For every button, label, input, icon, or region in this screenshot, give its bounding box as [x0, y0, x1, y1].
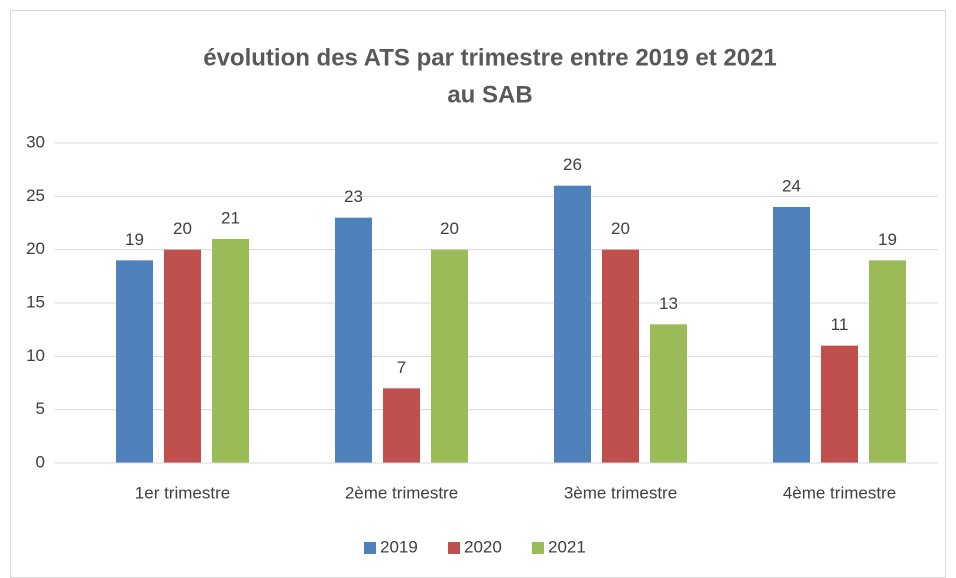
- data-label: 7: [397, 358, 406, 377]
- data-label: 23: [344, 187, 363, 206]
- bar: [335, 217, 372, 463]
- data-label: 13: [659, 294, 678, 313]
- y-tick-label: 5: [36, 399, 45, 418]
- y-tick-label: 20: [26, 239, 45, 258]
- chart-title: au SAB: [447, 81, 532, 108]
- bar: [821, 345, 858, 463]
- x-tick-label: 1er trimestre: [135, 483, 230, 502]
- chart-title: évolution des ATS par trimestre entre 20…: [203, 44, 777, 71]
- x-tick-label: 2ème trimestre: [345, 483, 458, 502]
- bar: [602, 249, 639, 463]
- x-tick-label: 3ème trimestre: [564, 483, 677, 502]
- y-tick-label: 30: [26, 132, 45, 151]
- legend-label: 2020: [464, 537, 502, 556]
- legend-label: 2019: [380, 537, 418, 556]
- bar: [431, 249, 468, 463]
- legend-label: 2021: [548, 537, 586, 556]
- bar: [212, 239, 249, 463]
- legend-swatch: [448, 542, 460, 554]
- data-label: 19: [125, 230, 144, 249]
- bar: [869, 260, 906, 463]
- bar: [773, 207, 810, 463]
- bar: [164, 249, 201, 463]
- data-label: 19: [878, 230, 897, 249]
- legend-swatch: [532, 542, 544, 554]
- data-label: 21: [221, 208, 240, 227]
- data-label: 20: [611, 219, 630, 238]
- legend-swatch: [364, 542, 376, 554]
- y-tick-label: 0: [36, 452, 45, 471]
- bar: [116, 260, 153, 463]
- bar: [383, 388, 420, 463]
- x-tick-label: 4ème trimestre: [783, 483, 896, 502]
- y-tick-label: 15: [26, 292, 45, 311]
- data-label: 20: [440, 219, 459, 238]
- data-label: 24: [782, 176, 801, 195]
- bar: [650, 324, 687, 463]
- bar: [554, 185, 591, 463]
- y-tick-label: 10: [26, 346, 45, 365]
- data-label: 26: [563, 155, 582, 174]
- data-label: 11: [831, 315, 849, 334]
- y-tick-label: 25: [26, 186, 45, 205]
- data-label: 20: [173, 219, 192, 238]
